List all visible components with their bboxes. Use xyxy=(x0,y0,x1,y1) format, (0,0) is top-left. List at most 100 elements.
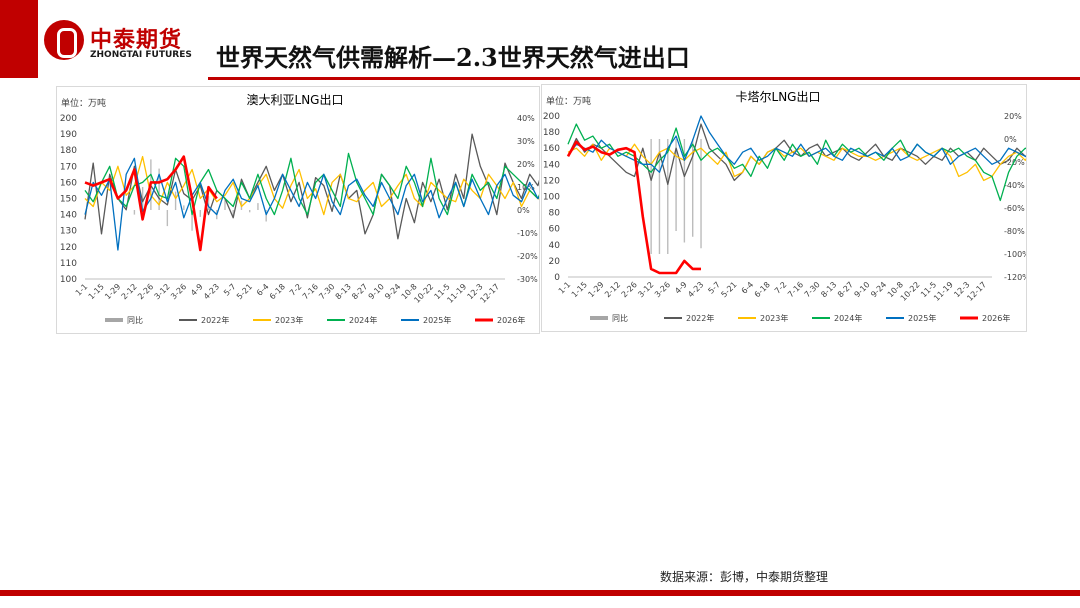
qat-x-tick: 2-12 xyxy=(603,280,622,299)
aus-yoy-bar xyxy=(199,210,201,217)
aus-x-tick: 9-10 xyxy=(367,282,386,301)
qat-y-tick: 140 xyxy=(543,160,560,170)
logo-english-name: ZHONGTAI FUTURES xyxy=(90,50,192,60)
aus-y-tick: 110 xyxy=(60,259,77,269)
aus-yoy-bar xyxy=(174,191,177,210)
aus-x-tick: 10-22 xyxy=(412,282,435,305)
qat-chart-title: 卡塔尔LNG出口 xyxy=(736,89,821,104)
aus-y-tick: 190 xyxy=(60,130,77,140)
qat-yoy-bar xyxy=(658,139,661,254)
qat-x-tick: 9-24 xyxy=(869,280,888,299)
aus-x-tick: 8-13 xyxy=(334,282,353,301)
aus-x-tick: 11-19 xyxy=(445,282,468,305)
aus-yoy-bar xyxy=(133,210,136,215)
aus-yoy-bar xyxy=(265,210,267,222)
aus-legend-label-2024: 2024年 xyxy=(349,315,377,325)
aus-y-tick: 160 xyxy=(60,178,77,188)
qat-x-tick: 5-21 xyxy=(719,280,738,299)
aus-series-line-2022 xyxy=(84,133,613,240)
qat-x-tick: 8-13 xyxy=(819,280,838,299)
qat-legend-label-2025: 2025年 xyxy=(908,313,936,323)
qat-x-tick: 7-30 xyxy=(803,280,822,299)
aus-y-tick: 180 xyxy=(60,146,77,156)
qat-yoy-bar xyxy=(650,139,652,254)
aus-y-tick: 130 xyxy=(60,227,77,237)
chart-panel-australia: 澳大利亚LNG出口 单位：万吨 100 110 120 130 140 150 160 170 18… xyxy=(56,86,613,334)
aus-y-tick: 170 xyxy=(60,162,77,172)
qat-y2-tick: -40% xyxy=(1004,181,1025,190)
aus-yoy-bar xyxy=(249,210,251,213)
footer-bar xyxy=(0,590,1080,596)
qat-series-line-2025 xyxy=(567,115,1080,173)
aus-x-tick: 3-12 xyxy=(153,282,172,301)
qat-x-tick: 3-26 xyxy=(653,280,672,299)
qat-legend-label-2023: 2023年 xyxy=(760,313,788,323)
title-divider xyxy=(208,77,1080,80)
aus-yoy-bar xyxy=(158,168,160,210)
aus-series-line-2023 xyxy=(84,155,613,216)
aus-series-line-2026 xyxy=(84,155,218,252)
qat-series-line-2022 xyxy=(567,123,1080,186)
aus-y-tick: 100 xyxy=(60,275,77,285)
qat-y-tick: 200 xyxy=(543,112,560,122)
qat-x-tick: 7-16 xyxy=(786,280,805,299)
aus-yoy-bar xyxy=(191,210,193,231)
qat-x-tick: 8-27 xyxy=(836,280,855,299)
qat-y2-tick: -120% xyxy=(1004,273,1026,282)
qat-yoy-bar xyxy=(683,139,686,243)
aus-yoy-bar xyxy=(183,205,185,210)
aus-x-tick: 5-21 xyxy=(235,282,254,301)
aus-y2-tick: 0% xyxy=(517,206,530,215)
aus-x-tick: 2-26 xyxy=(136,282,155,301)
aus-x-tick: 4-23 xyxy=(202,282,221,301)
qat-yoy-bar xyxy=(667,139,669,254)
aus-y2-tick: -30% xyxy=(517,275,538,284)
qat-series-line-2026 xyxy=(566,140,701,275)
chart-panel-qatar: 卡塔尔LNG出口 单位：万吨 0 20 40 60 80 100 120 140 160 180 200… xyxy=(541,84,1080,332)
aus-x-tick: 3-26 xyxy=(169,282,188,301)
qat-y2-tick: 0% xyxy=(1004,135,1017,144)
aus-x-tick: 6-18 xyxy=(268,282,287,301)
qat-y-tick: 160 xyxy=(543,144,560,154)
aus-y2-tick: -20% xyxy=(517,252,538,261)
qat-x-tick: 3-12 xyxy=(636,280,655,299)
qat-y-tick: 180 xyxy=(543,128,560,138)
aus-x-tick: 7-16 xyxy=(301,282,320,301)
qat-y-tick: 20 xyxy=(549,257,561,267)
aus-legend-label-2022: 2022年 xyxy=(201,315,229,325)
qat-unit-label: 单位：万吨 xyxy=(546,95,591,107)
aus-x-tick: 1-29 xyxy=(103,282,122,301)
qat-y2-tick: -80% xyxy=(1004,227,1025,236)
aus-x-tick: 8-27 xyxy=(350,282,369,301)
aus-y2-tick: 20% xyxy=(517,160,535,169)
qat-yoy-bar xyxy=(692,139,694,237)
aus-yoy-bar xyxy=(257,203,259,210)
qat-x-tick: 11-19 xyxy=(932,280,955,303)
qat-y-tick: 0 xyxy=(554,273,560,283)
qat-y-tick: 100 xyxy=(543,193,560,203)
page-title: 世界天然气供需解析—2.3世界天然气进出口 xyxy=(216,43,690,72)
aus-y-tick: 120 xyxy=(60,243,77,253)
qat-y2-tick: 20% xyxy=(1004,112,1022,121)
aus-x-tick: 12-17 xyxy=(478,282,501,305)
qat-x-tick: 6-18 xyxy=(753,280,772,299)
aus-yoy-bar xyxy=(141,187,144,210)
aus-y-tick: 140 xyxy=(60,211,77,221)
qat-y-tick: 40 xyxy=(549,241,561,251)
qat-x-tick: 10-22 xyxy=(899,280,922,303)
qat-y2-tick: -60% xyxy=(1004,204,1025,213)
aus-unit-label: 单位：万吨 xyxy=(61,97,106,109)
qat-x-tick: 12-17 xyxy=(965,280,988,303)
aus-legend-label-2025: 2025年 xyxy=(423,315,451,325)
aus-legend-label-2026: 2026年 xyxy=(497,315,525,325)
company-logo: 中泰期货 ZHONGTAI FUTURES xyxy=(44,20,204,66)
source-note: 数据来源：彭博，中泰期货整理 xyxy=(660,570,829,584)
aus-legend-label-2023: 2023年 xyxy=(275,315,303,325)
qat-x-tick: 1-15 xyxy=(570,280,589,299)
aus-x-tick: 9-24 xyxy=(383,282,402,301)
aus-y2-tick: -10% xyxy=(517,229,538,238)
aus-y-tick: 200 xyxy=(60,114,77,124)
qat-x-tick: 9-10 xyxy=(853,280,872,299)
qat-legend-label-2026: 2026年 xyxy=(982,313,1010,323)
aus-y2-tick: 40% xyxy=(517,114,535,123)
